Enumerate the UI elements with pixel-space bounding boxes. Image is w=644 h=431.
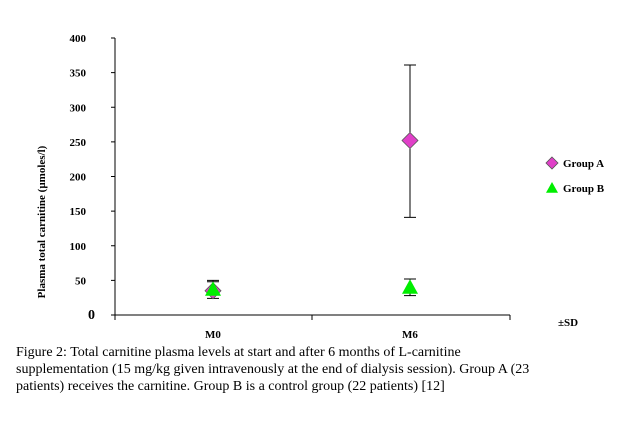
- legend-marker-group-b: [546, 182, 558, 193]
- chart-axes: [114, 38, 510, 316]
- group-a-point: [401, 131, 419, 150]
- data-points: [204, 131, 419, 300]
- y-tick-label: 50: [75, 275, 87, 287]
- x-ticks: M0 M6: [114, 315, 511, 340]
- group-b-point: [402, 279, 418, 294]
- caption-line: patients) receives the carnitine. Group …: [16, 379, 445, 394]
- group-b-point: [205, 281, 221, 296]
- y-tick-label: 200: [70, 172, 87, 184]
- y-tick-label: 150: [70, 206, 87, 218]
- sd-label: ±SD: [558, 317, 578, 329]
- error-bars: [207, 64, 416, 299]
- legend-label: Group A: [563, 158, 604, 170]
- y-tick-label: 300: [70, 102, 87, 114]
- y-tick-label: 250: [70, 137, 87, 149]
- x-tick-label: M6: [402, 329, 418, 340]
- caption-line: supplementation (15 mg/kg given intraven…: [16, 362, 530, 377]
- legend-label: Group B: [563, 183, 605, 195]
- y-ticks: 0 50 100 150 200 250 300 350 400: [70, 33, 115, 323]
- y-tick-label: 0: [88, 308, 95, 323]
- figure-caption: Figure 2: Total carnitine plasma levels …: [16, 344, 636, 395]
- x-tick-label: M0: [205, 329, 221, 340]
- y-tick-label: 350: [70, 68, 87, 80]
- legend-marker-group-a: [545, 156, 559, 170]
- legend: Group A Group B: [545, 156, 605, 195]
- y-axis-label: Plasma total carnitine (µmoles/l): [36, 145, 48, 298]
- y-tick-label: 100: [70, 241, 87, 253]
- y-tick-label: 400: [70, 33, 87, 45]
- caption-line: Figure 2: Total carnitine plasma levels …: [16, 345, 461, 360]
- carnitine-chart: 0 50 100 150 200 250 300 350 400 M0 M6 Plasma tot…: [36, 33, 605, 340]
